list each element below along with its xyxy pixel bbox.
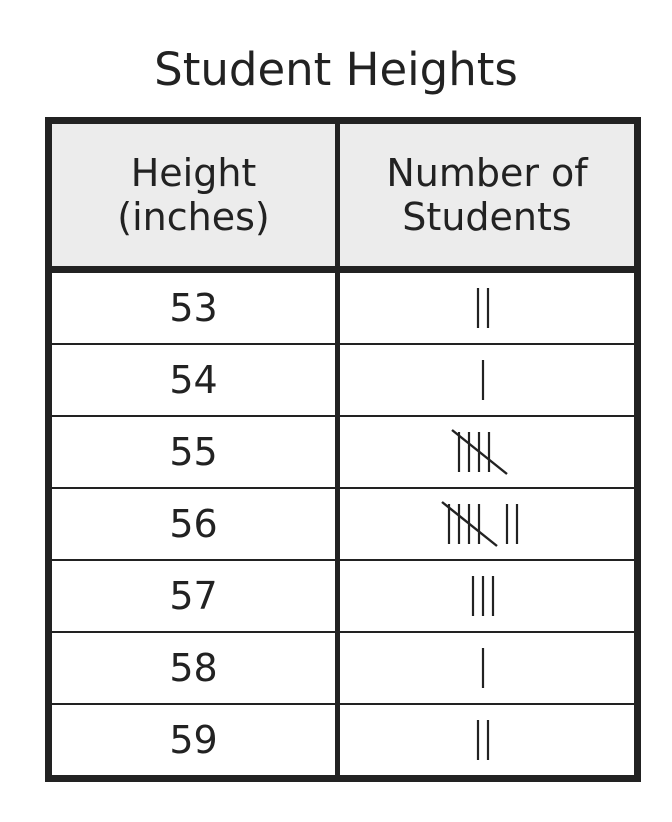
tally-marks bbox=[471, 576, 495, 616]
tally-cell bbox=[337, 632, 638, 705]
tally-marks bbox=[476, 720, 490, 760]
tally-marks bbox=[451, 429, 508, 475]
tally-cell bbox=[337, 269, 638, 345]
height-cell: 56 bbox=[48, 488, 340, 561]
count-header-line-1: Number of bbox=[386, 151, 588, 195]
count-column-header: Number of Students bbox=[337, 120, 638, 273]
table-row: 56 bbox=[48, 488, 638, 561]
height-cell: 55 bbox=[48, 416, 340, 489]
table-row: 55 bbox=[48, 416, 638, 489]
tally-marks bbox=[441, 501, 519, 547]
height-cell: 54 bbox=[48, 344, 340, 417]
tally-slash bbox=[451, 429, 508, 475]
height-column-header: Height (inches) bbox=[48, 120, 340, 273]
tally-slash bbox=[441, 501, 498, 547]
table-row: 58 bbox=[48, 632, 638, 705]
tally-table: Height (inches) Number of Students 53 54… bbox=[45, 117, 641, 782]
height-cell: 58 bbox=[48, 632, 340, 705]
table-row: 54 bbox=[48, 344, 638, 417]
tally-cell bbox=[337, 416, 638, 489]
header-row: Height (inches) Number of Students bbox=[48, 120, 638, 273]
tally-cell bbox=[338, 704, 638, 779]
tally-cell bbox=[337, 488, 638, 561]
tally-marks bbox=[481, 360, 485, 400]
height-cell: 59 bbox=[48, 704, 340, 779]
height-header-line-1: Height bbox=[130, 151, 257, 195]
tally-marks bbox=[476, 288, 490, 328]
height-header-line-2: (inches) bbox=[117, 195, 270, 239]
table-row: 53 bbox=[48, 269, 638, 345]
tally-cell bbox=[337, 560, 638, 633]
height-cell: 57 bbox=[48, 560, 340, 633]
tally-marks bbox=[481, 648, 485, 688]
table-row: 59 bbox=[48, 704, 638, 779]
chart-title: Student Heights bbox=[154, 43, 518, 96]
count-header-line-2: Students bbox=[402, 195, 572, 239]
height-cell: 53 bbox=[48, 269, 340, 345]
table-row: 57 bbox=[48, 560, 638, 633]
tally-cell bbox=[337, 344, 638, 417]
